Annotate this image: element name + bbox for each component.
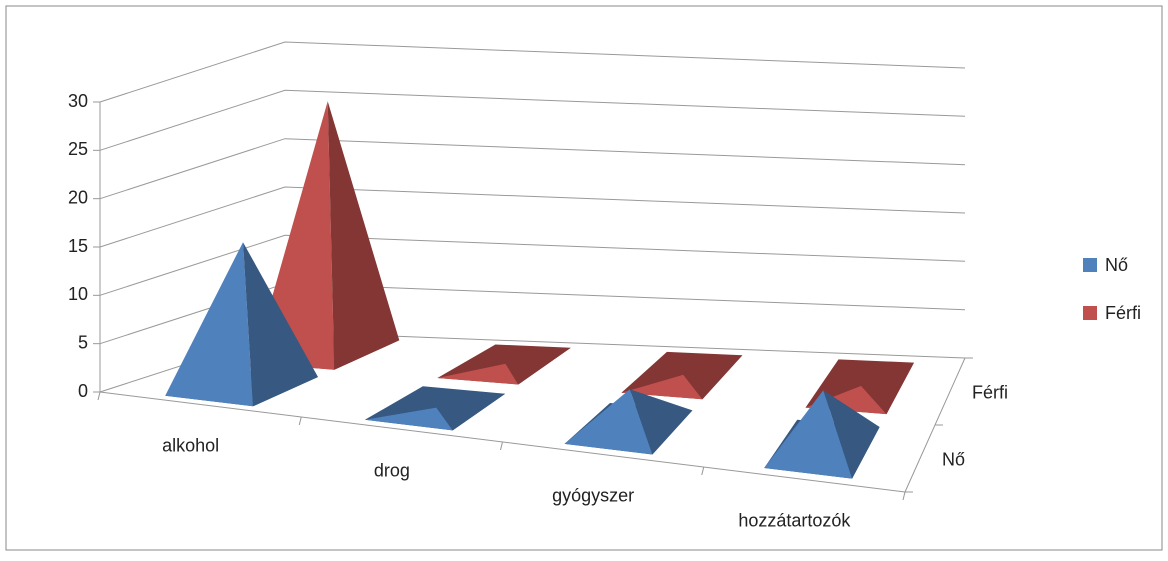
y-tick-label: 15 xyxy=(68,236,88,256)
grid-line xyxy=(99,186,966,248)
legend-label: Nő xyxy=(1105,255,1128,275)
pyramid-front xyxy=(165,242,253,407)
x-tick-label: drog xyxy=(374,460,410,480)
legend-swatch xyxy=(1083,306,1097,320)
grid-line xyxy=(99,41,966,103)
x-tick xyxy=(701,466,705,476)
y-tick-label: 20 xyxy=(68,187,88,207)
grid-line xyxy=(99,234,966,296)
x-tick xyxy=(298,416,302,426)
y-tick-label: 30 xyxy=(68,91,88,111)
pyramid-side xyxy=(243,242,318,407)
pyramid-side xyxy=(683,355,743,400)
grid-line xyxy=(99,89,966,151)
pyramid-side xyxy=(505,347,571,385)
legend-swatch xyxy=(1083,258,1097,272)
pyramid-front xyxy=(364,407,453,431)
pyramid-side xyxy=(436,393,506,431)
x-tick xyxy=(902,491,906,501)
pyramid-side xyxy=(629,389,693,455)
pyramid-side xyxy=(327,101,400,370)
y-tick-label: 5 xyxy=(78,332,88,352)
pyramid-side xyxy=(861,362,914,415)
x-tick-label: hozzátartozók xyxy=(738,510,851,530)
depth-tick-label: Nő xyxy=(942,449,965,469)
pyramid-front xyxy=(437,363,519,385)
legend-label: Férfi xyxy=(1105,303,1141,323)
depth-tick-label: Férfi xyxy=(972,382,1008,402)
pyramid-front xyxy=(564,389,653,455)
y-tick-label: 10 xyxy=(68,284,88,304)
pyramid-front xyxy=(621,374,703,400)
y-tick-label: 25 xyxy=(68,139,88,159)
chart-border xyxy=(5,5,1163,551)
grid-line xyxy=(99,138,966,200)
pyramid-front xyxy=(764,390,853,479)
x-tick xyxy=(97,391,101,401)
pyramid-side xyxy=(823,390,880,479)
y-tick-label: 0 xyxy=(78,381,88,401)
x-tick-label: gyógyszer xyxy=(552,485,634,505)
x-tick-label: alkohol xyxy=(162,435,219,455)
x-tick xyxy=(500,441,503,451)
